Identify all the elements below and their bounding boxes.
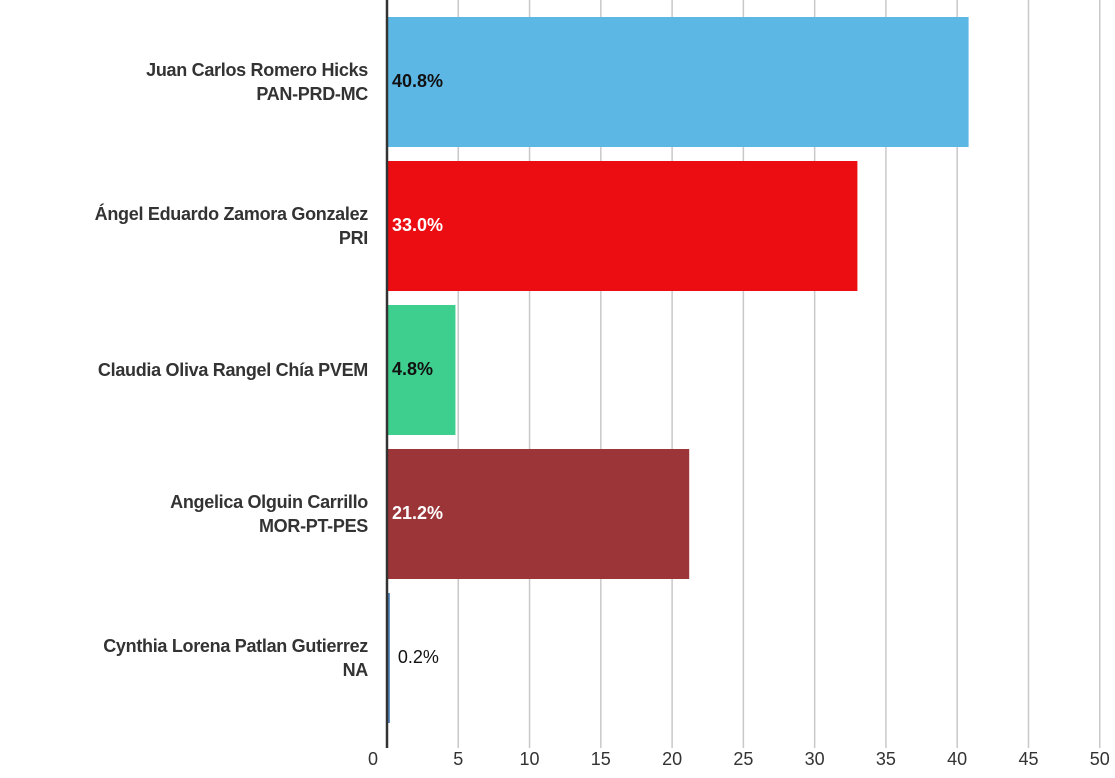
category-label: Angelica Olguin Carrillo MOR-PT-PES: [170, 492, 368, 536]
x-tick-label: 25: [733, 749, 753, 769]
bar: [387, 449, 690, 579]
value-label: 4.8%: [392, 359, 433, 379]
bar: [387, 305, 456, 435]
x-tick-label: 5: [453, 749, 463, 769]
category-label: Ángel Eduardo Zamora Gonzalez PRI: [94, 204, 369, 248]
x-tick-label: 0: [368, 749, 378, 769]
x-tick-label: 45: [1018, 749, 1038, 769]
value-label: 40.8%: [392, 71, 443, 91]
category-label: Claudia Oliva Rangel Chía PVEM: [97, 360, 368, 380]
value-label: 33.0%: [392, 215, 443, 235]
category-label: Cynthia Lorena Patlan Gutierrez NA: [103, 636, 368, 680]
x-tick-label: 30: [805, 749, 825, 769]
x-tick-label: 35: [876, 749, 896, 769]
x-tick-label: 50: [1090, 749, 1110, 769]
value-label: 21.2%: [392, 503, 443, 523]
x-tick-label: 10: [520, 749, 540, 769]
value-label: 0.2%: [398, 647, 439, 667]
bar: [387, 593, 390, 723]
x-tick-label: 20: [662, 749, 682, 769]
category-label: Juan Carlos Romero Hicks PAN-PRD-MC: [146, 60, 368, 104]
bar: [387, 17, 969, 147]
x-tick-label: 15: [591, 749, 611, 769]
bar: [387, 161, 858, 291]
x-tick-label: 40: [947, 749, 967, 769]
